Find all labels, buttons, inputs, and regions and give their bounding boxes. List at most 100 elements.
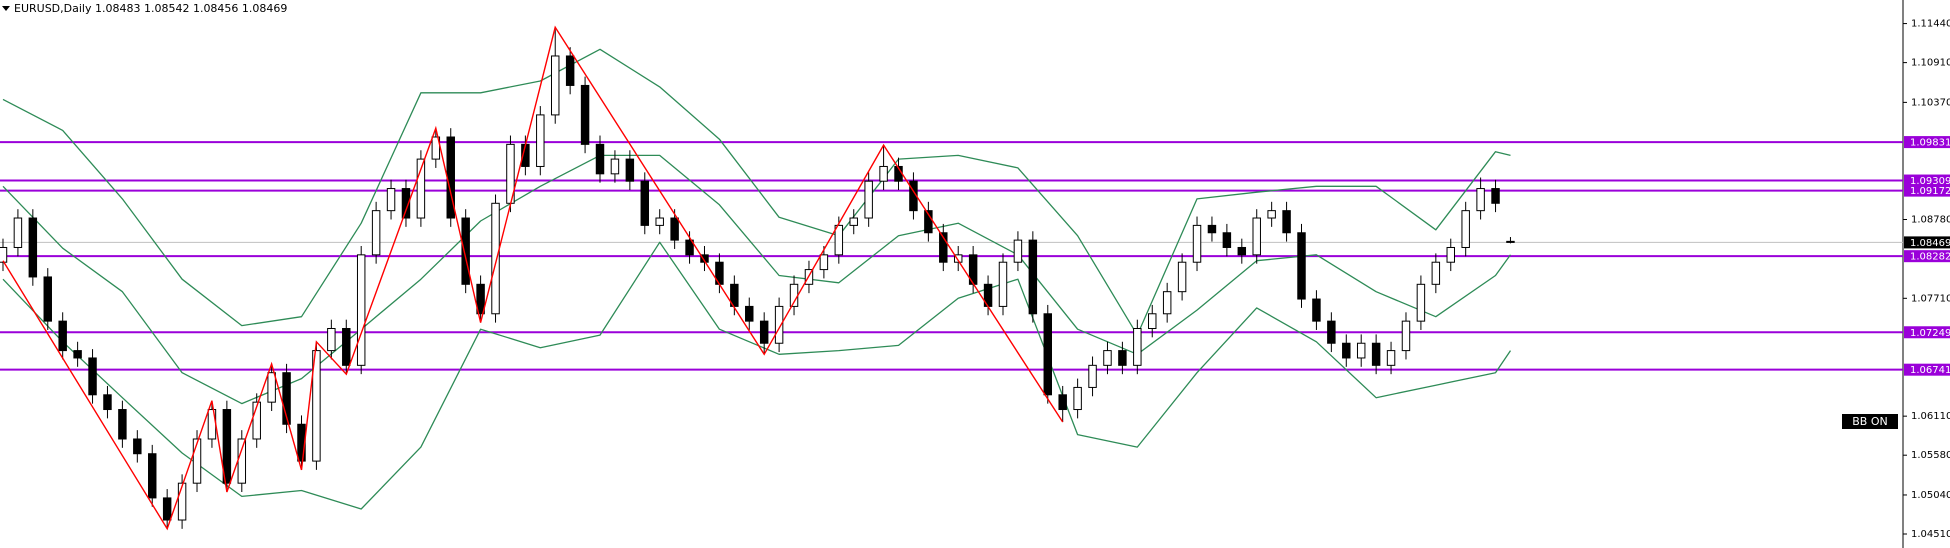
candle-body: [849, 217, 858, 226]
candle-body: [327, 328, 336, 352]
candle-body: [595, 143, 605, 175]
candle-body: [237, 438, 247, 484]
candle-body: [13, 217, 23, 248]
candle-body: [1118, 350, 1127, 366]
candle-body: [461, 217, 470, 285]
candle-body: [670, 217, 679, 241]
candle-body: [0, 246, 8, 263]
candle-body: [610, 158, 620, 175]
candle-body: [625, 158, 635, 182]
candle-body: [1148, 313, 1157, 330]
bollinger-band: [2, 241, 1512, 510]
last-price-box: [1904, 236, 1950, 249]
candle-body: [685, 239, 694, 256]
candle-body: [133, 438, 142, 455]
last-price-label: 1.08469: [1910, 238, 1950, 249]
candle-body: [1416, 283, 1426, 322]
candle-body: [1103, 350, 1112, 366]
candle-body: [1222, 232, 1232, 248]
candle-body: [924, 210, 933, 234]
candle-body: [1476, 188, 1485, 212]
indicator-box: [1842, 414, 1898, 429]
candle-body: [1088, 364, 1097, 388]
candle-body: [1252, 217, 1261, 256]
candle-body: [1207, 224, 1217, 234]
candle-body: [1386, 350, 1396, 366]
level-label-box: [1904, 250, 1950, 263]
candle-body: [1297, 232, 1306, 300]
candle-body: [88, 357, 97, 396]
candle-body: [312, 350, 321, 462]
candle-body: [1162, 291, 1172, 315]
candle-body: [1267, 210, 1276, 219]
candle-body: [640, 180, 650, 226]
candle-body: [1058, 394, 1067, 411]
candle-body: [745, 305, 754, 322]
candle-body: [1342, 342, 1351, 359]
candle-body: [879, 165, 888, 182]
bollinger-band: [2, 48, 1511, 336]
candle-body: [1237, 246, 1247, 256]
candle-body: [222, 409, 232, 484]
candle-body: [1461, 210, 1470, 248]
candle-body: [1431, 261, 1441, 285]
candle-body: [1371, 342, 1381, 366]
candle-body: [162, 497, 172, 521]
candle-body: [565, 55, 575, 86]
candle-body: [401, 188, 411, 219]
candle-body: [1013, 239, 1023, 263]
candle-body: [282, 372, 291, 425]
candle-body: [864, 180, 873, 219]
candle-body: [491, 202, 500, 315]
y-tick-label: 1.07710: [1911, 293, 1950, 304]
candle-body: [1446, 246, 1455, 263]
y-tick-label: 1.05040: [1911, 490, 1950, 501]
candle-body: [819, 254, 829, 271]
level-label: 1.07249: [1910, 328, 1950, 339]
zigzag-line: [2, 25, 1064, 531]
candle-body: [939, 232, 948, 263]
candle-body: [252, 401, 261, 440]
level-label-box: [1904, 136, 1950, 149]
candle-body: [416, 158, 426, 219]
candle-body: [998, 261, 1008, 307]
candle-body: [1491, 188, 1500, 204]
level-label: 1.09831: [1910, 138, 1950, 149]
title-arrow[interactable]: [2, 6, 10, 11]
candle-body: [1073, 386, 1082, 411]
candle-body: [1043, 313, 1053, 396]
y-tick-label: 1.04510: [1911, 529, 1950, 540]
candle-body: [1356, 342, 1366, 359]
level-label-box: [1904, 363, 1950, 376]
level-label-box: [1904, 184, 1950, 197]
candle-body: [580, 84, 590, 145]
candle-body: [1401, 320, 1411, 352]
indicator-label: BB ON: [1852, 415, 1887, 428]
candle-body: [267, 372, 276, 403]
candle-body: [1282, 210, 1291, 234]
y-tick-label: 1.06110: [1911, 411, 1950, 422]
y-tick-label: 1.10910: [1911, 58, 1950, 69]
candle-body: [73, 350, 82, 359]
level-label: 1.08282: [1910, 252, 1950, 263]
y-tick-label: 1.11440: [1911, 19, 1950, 30]
chart-title: EURUSD,Daily 1.08483 1.08542 1.08456 1.0…: [14, 2, 287, 15]
candle-body: [550, 55, 560, 116]
level-label: 1.09172: [1910, 186, 1950, 197]
candle-body: [759, 320, 769, 344]
candle-body: [431, 136, 441, 160]
candle-body: [58, 320, 67, 352]
level-label: 1.06741: [1910, 365, 1950, 376]
candle-body: [356, 254, 366, 366]
candle-body: [177, 482, 187, 521]
candle-body: [1133, 328, 1142, 366]
candle-body: [342, 328, 351, 366]
level-label-box: [1904, 174, 1950, 187]
candle-body: [476, 283, 485, 315]
candle-body: [1506, 240, 1515, 243]
candle-body: [28, 217, 38, 278]
candle-body: [700, 254, 709, 263]
candle-body: [118, 409, 127, 440]
